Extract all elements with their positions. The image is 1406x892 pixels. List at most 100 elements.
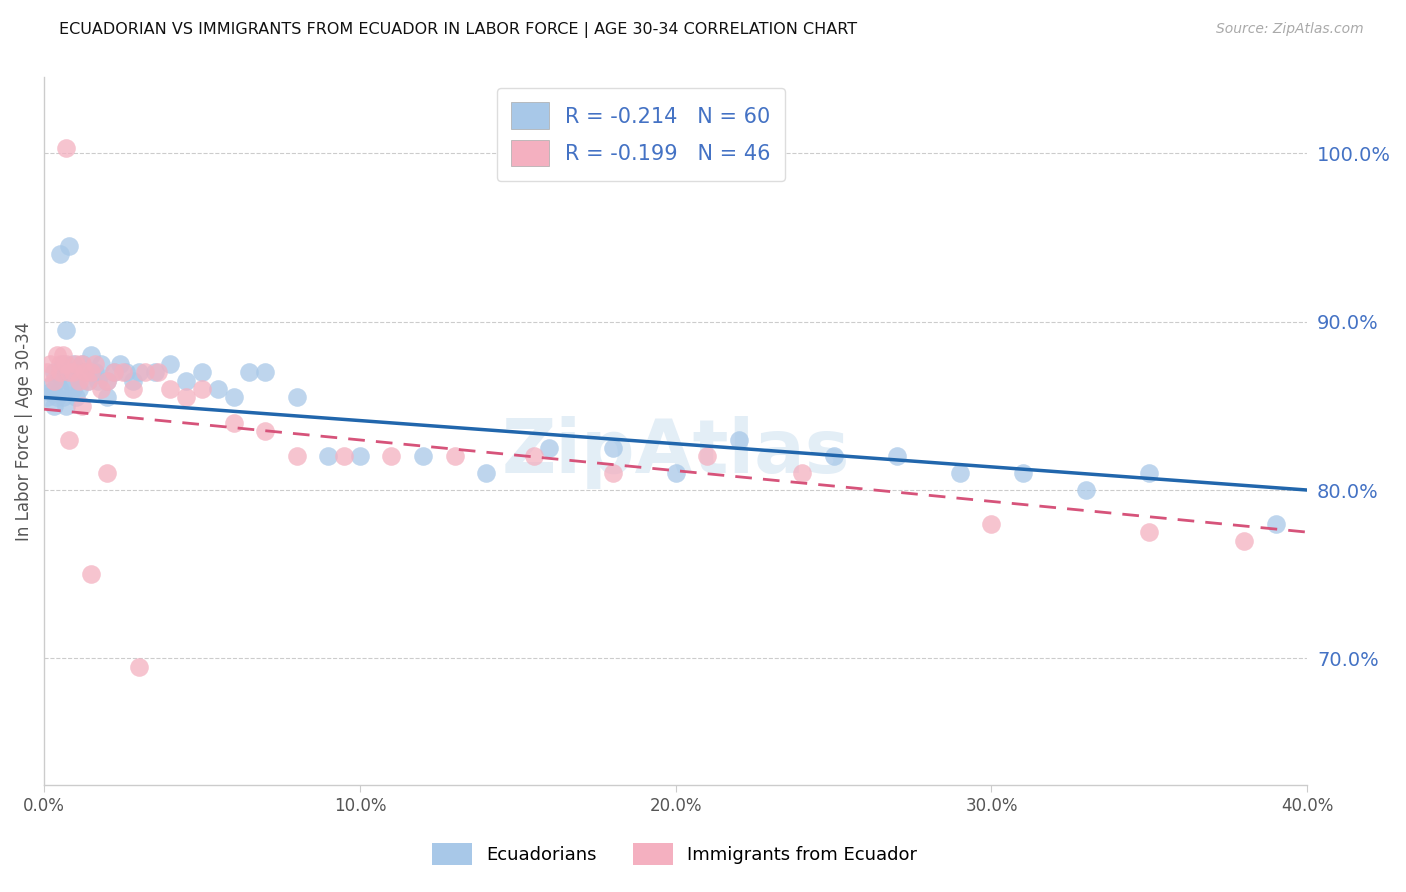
Point xyxy=(49,382,72,396)
Point xyxy=(42,365,65,379)
Point xyxy=(696,450,718,464)
Point xyxy=(949,466,972,480)
Point xyxy=(285,391,308,405)
Point xyxy=(39,385,62,400)
Point xyxy=(77,374,100,388)
Point xyxy=(538,441,561,455)
Point xyxy=(49,365,72,379)
Point xyxy=(49,357,72,371)
Point xyxy=(80,567,103,582)
Point xyxy=(96,374,118,388)
Point xyxy=(58,433,80,447)
Point xyxy=(523,450,546,464)
Point xyxy=(222,391,245,405)
Point xyxy=(115,365,138,379)
Point xyxy=(980,516,1002,531)
Point xyxy=(80,348,103,362)
Point xyxy=(65,357,87,371)
Point xyxy=(602,441,624,455)
Point xyxy=(318,450,340,464)
Point xyxy=(121,374,143,388)
Point xyxy=(80,365,103,379)
Point xyxy=(349,450,371,464)
Point xyxy=(238,365,260,379)
Point xyxy=(83,357,105,371)
Point xyxy=(83,365,105,379)
Point xyxy=(222,416,245,430)
Legend: R = -0.214   N = 60, R = -0.199   N = 46: R = -0.214 N = 60, R = -0.199 N = 46 xyxy=(496,87,786,181)
Point xyxy=(790,466,813,480)
Point xyxy=(207,382,229,396)
Point xyxy=(134,365,156,379)
Point xyxy=(285,450,308,464)
Point xyxy=(128,365,150,379)
Point xyxy=(62,382,84,396)
Point xyxy=(39,378,62,392)
Point xyxy=(42,374,65,388)
Point xyxy=(665,466,688,480)
Point xyxy=(39,357,62,371)
Point xyxy=(55,323,77,337)
Text: ECUADORIAN VS IMMIGRANTS FROM ECUADOR IN LABOR FORCE | AGE 30-34 CORRELATION CHA: ECUADORIAN VS IMMIGRANTS FROM ECUADOR IN… xyxy=(59,22,858,38)
Point xyxy=(159,382,181,396)
Point xyxy=(70,357,93,371)
Point xyxy=(333,450,356,464)
Point xyxy=(1264,516,1286,531)
Point xyxy=(475,466,498,480)
Point xyxy=(70,399,93,413)
Point xyxy=(108,357,131,371)
Point xyxy=(174,374,197,388)
Legend: Ecuadorians, Immigrants from Ecuador: Ecuadorians, Immigrants from Ecuador xyxy=(423,834,927,874)
Point xyxy=(886,450,908,464)
Point xyxy=(254,424,277,438)
Point xyxy=(58,374,80,388)
Text: Source: ZipAtlas.com: Source: ZipAtlas.com xyxy=(1216,22,1364,37)
Point xyxy=(52,348,75,362)
Point xyxy=(65,391,87,405)
Point xyxy=(443,450,465,464)
Point xyxy=(58,239,80,253)
Point xyxy=(45,374,67,388)
Point xyxy=(55,365,77,379)
Point xyxy=(1137,525,1160,540)
Point xyxy=(58,365,80,379)
Point xyxy=(67,382,90,396)
Point xyxy=(1233,533,1256,548)
Point xyxy=(49,368,72,383)
Point xyxy=(1137,466,1160,480)
Point xyxy=(67,365,90,379)
Point xyxy=(75,365,97,379)
Point xyxy=(412,450,434,464)
Point xyxy=(55,141,77,155)
Point xyxy=(37,391,59,405)
Point xyxy=(103,365,125,379)
Point xyxy=(90,382,112,396)
Point xyxy=(45,391,67,405)
Point xyxy=(75,365,97,379)
Point xyxy=(96,466,118,480)
Point xyxy=(128,660,150,674)
Point xyxy=(52,391,75,405)
Point xyxy=(96,374,118,388)
Point xyxy=(52,357,75,371)
Point xyxy=(143,365,166,379)
Point xyxy=(67,374,90,388)
Text: ZipAtlas: ZipAtlas xyxy=(502,416,849,489)
Point xyxy=(254,365,277,379)
Point xyxy=(87,374,110,388)
Point xyxy=(62,365,84,379)
Point xyxy=(146,365,169,379)
Point xyxy=(42,399,65,413)
Point xyxy=(90,357,112,371)
Point xyxy=(62,357,84,371)
Point xyxy=(174,391,197,405)
Point xyxy=(77,374,100,388)
Point xyxy=(55,357,77,371)
Point xyxy=(823,450,845,464)
Point xyxy=(96,391,118,405)
Point xyxy=(159,357,181,371)
Y-axis label: In Labor Force | Age 30-34: In Labor Force | Age 30-34 xyxy=(15,321,32,541)
Point xyxy=(380,450,402,464)
Point xyxy=(191,365,214,379)
Point xyxy=(103,365,125,379)
